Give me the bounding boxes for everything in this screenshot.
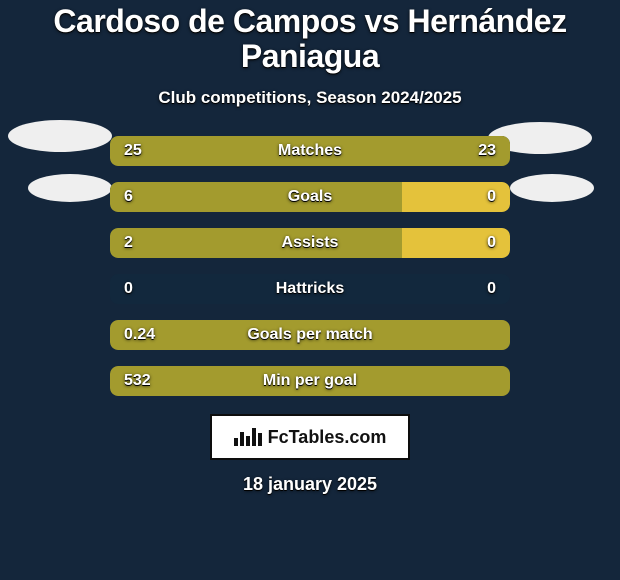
stat-row: 25Matches23 <box>110 136 510 166</box>
page-title: Cardoso de Campos vs Hernández Paniagua <box>0 4 620 74</box>
stat-label: Goals per match <box>168 326 452 344</box>
stat-value-right: 0 <box>452 188 496 206</box>
footer-logo-text: FcTables.com <box>268 427 387 448</box>
stat-row: 532Min per goal <box>110 366 510 396</box>
stat-value-left: 0 <box>124 280 168 298</box>
stat-value-left: 532 <box>124 372 168 390</box>
comparison-card: Cardoso de Campos vs Hernández Paniagua … <box>0 0 620 580</box>
stat-row-content: 25Matches23 <box>110 136 510 166</box>
stat-value-right: 23 <box>452 142 496 160</box>
stat-value-left: 2 <box>124 234 168 252</box>
stat-row-content: 532Min per goal <box>110 366 510 396</box>
stat-row: 6Goals0 <box>110 182 510 212</box>
player-left-avatar <box>8 120 112 152</box>
stat-label: Matches <box>168 142 452 160</box>
stat-label: Assists <box>168 234 452 252</box>
stat-label: Hattricks <box>168 280 452 298</box>
stat-row-content: 0Hattricks0 <box>110 274 510 304</box>
stat-value-left: 0.24 <box>124 326 168 344</box>
stat-value-left: 6 <box>124 188 168 206</box>
stat-row: 0.24Goals per match <box>110 320 510 350</box>
subtitle: Club competitions, Season 2024/2025 <box>0 88 620 108</box>
stat-row-content: 0.24Goals per match <box>110 320 510 350</box>
stat-label: Goals <box>168 188 452 206</box>
stat-row-content: 6Goals0 <box>110 182 510 212</box>
stat-row-content: 2Assists0 <box>110 228 510 258</box>
player-left-avatar-shadow <box>28 174 112 202</box>
stat-value-right: 0 <box>452 280 496 298</box>
stat-row: 0Hattricks0 <box>110 274 510 304</box>
stat-row: 2Assists0 <box>110 228 510 258</box>
player-right-avatar-shadow <box>510 174 594 202</box>
footer-logo: FcTables.com <box>210 414 410 460</box>
stat-label: Min per goal <box>168 372 452 390</box>
logo-bars-icon <box>234 428 262 446</box>
stat-value-right: 0 <box>452 234 496 252</box>
stat-rows: 25Matches236Goals02Assists00Hattricks00.… <box>110 136 510 396</box>
stat-value-left: 25 <box>124 142 168 160</box>
footer-date: 18 january 2025 <box>0 474 620 495</box>
